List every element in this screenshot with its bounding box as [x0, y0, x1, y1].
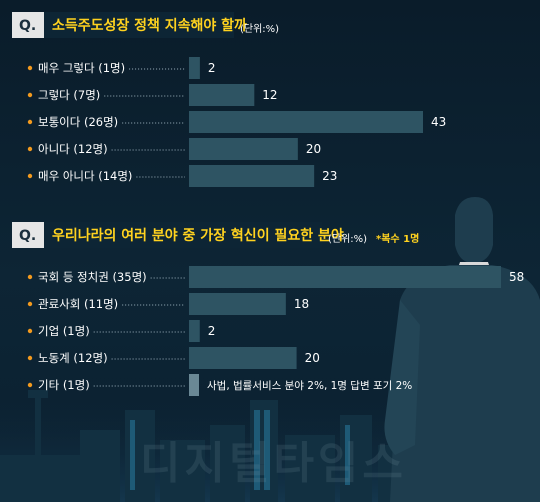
chart-1-marks: 매우 그렇다 (1명) 2 그렇다 (7명) 12 보통이다 (26명) 43 아니다 (1…: [27, 57, 446, 187]
category-label: 국회 등 정치권 (35명): [38, 270, 147, 284]
chart-1-row: 그렇다 (7명) 12: [27, 84, 278, 106]
category-label: 관료사회 (11명): [38, 297, 118, 311]
chart-2-row: 국회 등 정치권 (35명) 58: [27, 266, 524, 288]
bar: [189, 266, 501, 288]
value-label: 20: [306, 142, 321, 156]
bullet-icon: [27, 146, 33, 152]
bullet-icon: [27, 65, 33, 71]
chart-2-row: 기타 (1명) 사법, 법률서비스 분야 2%, 1명 답변 포기 2%: [27, 374, 412, 396]
category-label: 기업 (1명): [38, 324, 90, 338]
bullet-icon: [27, 301, 33, 307]
chart-2-header: Q. 우리나라의 여러 분야 중 가장 혁신이 필요한 분야 (단위:%) *복…: [12, 222, 419, 248]
bullet-icon: [27, 173, 33, 179]
chart-2-q-box: [12, 222, 44, 248]
bar: [189, 165, 315, 187]
value-label: 사법, 법률서비스 분야 2%, 1명 답변 포기 2%: [207, 379, 412, 392]
category-label: 그렇다 (7명): [38, 88, 100, 102]
chart-2-row: 기업 (1명) 2: [27, 320, 216, 342]
category-label: 기타 (1명): [38, 378, 90, 392]
category-label: 노동계 (12명): [38, 351, 108, 365]
chart-1-header: Q. 소득주도성장 정책 지속해야 할까 (단위:%): [12, 12, 279, 38]
chart-1-q-box: [12, 12, 44, 38]
chart-2-q-label: Q.: [19, 228, 36, 244]
bullet-icon: [27, 92, 33, 98]
chart-1-q-label: Q.: [19, 18, 36, 34]
chart-1-row: 아니다 (12명) 20: [27, 138, 321, 160]
category-label: 보통이다 (26명): [38, 115, 118, 129]
chart-2-title: 우리나라의 여러 분야 중 가장 혁신이 필요한 분야: [52, 227, 344, 244]
chart-2-marks: 국회 등 정치권 (35명) 58 관료사회 (11명) 18 기업 (1명) 2 노동계 …: [27, 266, 524, 396]
bar: [189, 320, 200, 342]
bullet-icon: [27, 119, 33, 125]
value-label: 2: [208, 61, 216, 75]
category-label: 매우 그렇다 (1명): [38, 61, 125, 75]
chart-2-row: 노동계 (12명) 20: [27, 347, 320, 369]
chart-1-title: 소득주도성장 정책 지속해야 할까: [52, 17, 247, 34]
chart-2-note: *복수 1명: [376, 232, 419, 245]
chart-2-unit-label: (단위:%): [328, 232, 367, 245]
bar: [189, 347, 297, 369]
watermark: 디지털타임스: [140, 438, 407, 489]
bullet-icon: [27, 274, 33, 280]
value-label: 2: [208, 324, 216, 338]
category-label: 매우 아니다 (14명): [38, 169, 132, 183]
bar: [189, 293, 286, 315]
category-label: 아니다 (12명): [38, 142, 108, 156]
chart-1-row: 매우 그렇다 (1명) 2: [27, 57, 216, 79]
bar: [189, 138, 298, 160]
bullet-icon: [27, 355, 33, 361]
bullet-icon: [27, 382, 33, 388]
chart-1-row: 보통이다 (26명) 43: [27, 111, 446, 133]
value-label: 58: [509, 270, 524, 284]
chart-1-unit-label: (단위:%): [240, 22, 279, 35]
chart-2-row: 관료사회 (11명) 18: [27, 293, 309, 315]
chart-2-title-bg: [44, 222, 322, 248]
value-label: 18: [294, 297, 309, 311]
bar: [189, 111, 423, 133]
bar: [189, 84, 255, 106]
bullet-icon: [27, 328, 33, 334]
chart-2: Q. 우리나라의 여러 분야 중 가장 혁신이 필요한 분야 (단위:%) *복…: [12, 222, 524, 396]
value-label: 20: [305, 351, 320, 365]
bar: [189, 374, 199, 396]
chart-1-row: 매우 아니다 (14명) 23: [27, 165, 337, 187]
value-label: 12: [262, 88, 277, 102]
chart-1-title-bg: [44, 12, 234, 38]
value-label: 43: [431, 115, 446, 129]
value-label: 23: [322, 169, 337, 183]
chart-1: Q. 소득주도성장 정책 지속해야 할까 (단위:%) 매우 그렇다 (1명) 2…: [12, 12, 446, 187]
bar: [189, 57, 200, 79]
